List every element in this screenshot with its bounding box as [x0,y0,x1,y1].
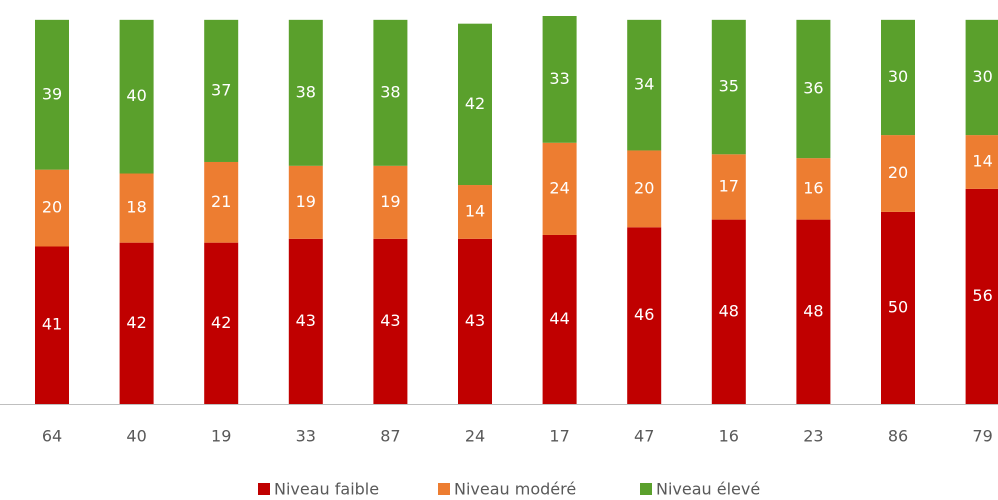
bar-segment [458,238,492,404]
x-tick-label: 33 [296,427,316,446]
value-label: 20 [634,178,654,197]
bar-segment [288,19,323,166]
value-label: 30 [888,67,908,86]
value-label: 17 [719,176,739,195]
legend-label: Niveau élevé [656,480,760,499]
bar-segment [35,19,69,170]
x-tick-label: 87 [380,427,400,446]
value-label: 30 [972,67,992,86]
value-label: 40 [126,86,146,105]
value-label: 56 [972,286,992,305]
value-label: 41 [42,315,62,334]
x-tick-label: 79 [972,427,992,446]
value-label: 43 [465,311,485,330]
value-label: 24 [549,178,569,197]
bar-segment [288,238,323,404]
value-label: 43 [296,311,316,330]
value-label: 38 [380,82,400,101]
bar-segment [796,219,831,404]
bar-segment [881,19,915,136]
value-label: 14 [465,201,485,220]
bar-segment [119,242,154,404]
bar-segment [288,165,323,239]
value-label: 14 [972,151,992,170]
bar-segment [542,16,577,143]
bar-segment [965,135,998,189]
bar-segment [119,19,154,174]
value-label: 19 [296,192,316,211]
bar-segment [458,185,492,239]
bar-segment [627,150,662,228]
value-label: 21 [211,192,231,211]
x-tick-label: 23 [803,427,823,446]
bar-segment [796,158,831,220]
legend-label: Niveau faible [274,480,379,499]
bar-segment [119,173,154,243]
legend-label: Niveau modéré [454,480,576,499]
bar-segment [711,154,746,220]
bar-segment [881,211,915,404]
value-label: 16 [803,178,823,197]
x-tick-label: 64 [42,427,62,446]
value-label: 44 [549,309,569,328]
bar-segment [373,165,408,239]
value-label: 18 [126,198,146,217]
bar-segment [373,19,408,166]
bar-segment [35,169,69,247]
x-tick-label: 40 [126,427,146,446]
value-label: 20 [42,198,62,217]
value-label: 33 [549,69,569,88]
value-label: 39 [42,84,62,103]
value-label: 42 [126,313,146,332]
value-label: 50 [888,297,908,316]
bar-segment [204,161,239,243]
x-tick-label: 19 [211,427,231,446]
value-label: 38 [296,82,316,101]
legend-swatch [258,483,270,495]
x-tick-label: 17 [549,427,569,446]
bar-segment [204,19,239,162]
value-label: 36 [803,78,823,97]
bar-segment [204,242,239,404]
value-label: 48 [719,301,739,320]
value-label: 37 [211,80,231,99]
x-tick-label: 16 [719,427,739,446]
value-label: 20 [888,163,908,182]
value-label: 19 [380,192,400,211]
value-label: 42 [465,94,485,113]
x-tick-label: 86 [888,427,908,446]
value-label: 43 [380,311,400,330]
bar-segment [711,219,746,404]
value-label: 34 [634,75,654,94]
value-label: 42 [211,313,231,332]
bar-segment [542,234,577,404]
x-tick-label: 24 [465,427,485,446]
bar-segment [458,23,492,186]
value-label: 48 [803,301,823,320]
bar-segment [881,135,915,212]
legend-swatch [640,483,652,495]
x-tick-label: 47 [634,427,654,446]
bar-segment [627,227,662,404]
bar-segment [373,238,408,404]
value-label: 35 [719,77,739,96]
legend-swatch [438,483,450,495]
value-label: 46 [634,305,654,324]
bar-segment [965,188,998,404]
bar-segment [711,19,746,155]
bar-segment [965,19,998,136]
bar-segment [796,19,831,159]
bar-segment [35,246,69,404]
bar-segment [627,19,662,151]
bar-segment [542,142,577,235]
